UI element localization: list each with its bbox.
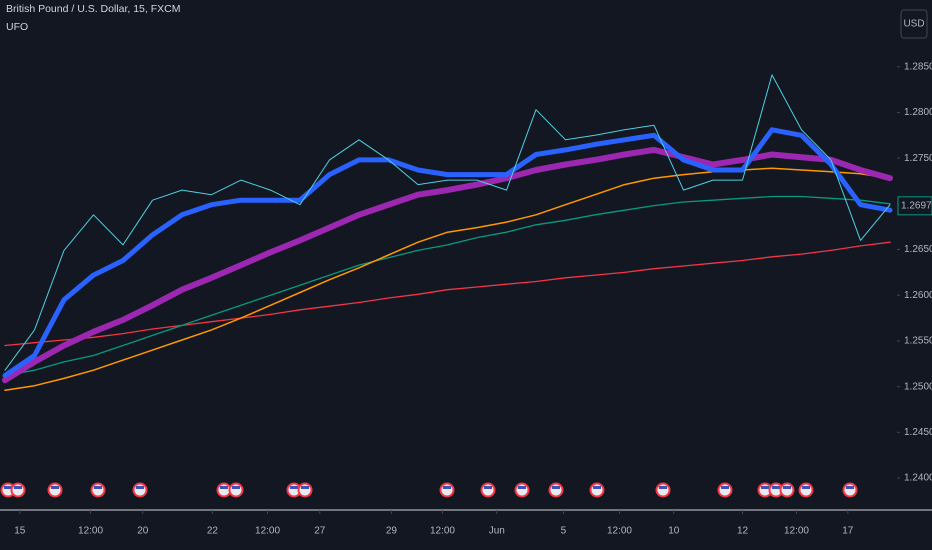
event-flag: [772, 486, 780, 489]
event-icon: [297, 482, 313, 498]
event-icon: [47, 482, 63, 498]
event-flag: [484, 486, 492, 489]
event-markers: [0, 482, 858, 498]
x-tick-label: 12:00: [78, 526, 103, 537]
x-tick-label: Jun: [489, 526, 505, 537]
y-tick-label: 1.28500: [904, 61, 932, 72]
series-line: [4, 241, 891, 347]
event-icon: [480, 482, 496, 498]
y-tick-label: 1.24000: [904, 473, 932, 484]
series-line: [2, 127, 893, 379]
y-tick-label: 1.25000: [904, 381, 932, 392]
event-flag: [94, 486, 102, 489]
event-icon: [10, 482, 26, 498]
series-line: [2, 146, 893, 384]
indicator-name: UFO: [6, 21, 28, 33]
x-tick-label: 10: [668, 526, 680, 537]
event-flag: [232, 486, 240, 489]
x-tick-label: 29: [386, 526, 398, 537]
event-flag: [220, 486, 228, 489]
event-flag: [659, 486, 667, 489]
event-icon: [842, 482, 858, 498]
event-flag: [802, 486, 810, 489]
x-tick-label: 20: [137, 526, 149, 537]
event-flag: [593, 486, 601, 489]
x-tick-label: 17: [842, 526, 854, 537]
event-flag: [4, 486, 12, 489]
x-tick-label: 22: [207, 526, 219, 537]
price-label: 1.26978: [901, 200, 932, 211]
x-tick-label: 12:00: [607, 526, 632, 537]
event-flag: [290, 486, 298, 489]
event-icon: [798, 482, 814, 498]
y-tick-label: 1.26500: [904, 244, 932, 255]
event-icon: [717, 482, 733, 498]
y-tick-label: 1.27500: [904, 153, 932, 164]
y-tick-label: 1.26000: [904, 290, 932, 301]
event-flag: [783, 486, 791, 489]
x-tick-label: 12:00: [784, 526, 809, 537]
x-tick-label: 27: [314, 526, 326, 537]
event-flag: [552, 486, 560, 489]
x-tick-label: 12:00: [430, 526, 455, 537]
currency-button[interactable]: [900, 9, 928, 39]
series-line: [4, 74, 891, 371]
event-icon: [655, 482, 671, 498]
y-tick-label: 1.25500: [904, 336, 932, 347]
series-line: [4, 195, 891, 377]
event-flag: [518, 486, 526, 489]
y-tick-label: 1.24500: [904, 427, 932, 438]
event-flag: [761, 486, 769, 489]
chart-title: British Pound / U.S. Dollar, 15, FXCM: [6, 3, 180, 15]
price-label-box: [897, 196, 932, 216]
x-tick-label: 12:00: [255, 526, 280, 537]
x-tick-label: 12: [737, 526, 749, 537]
event-icon: [548, 482, 564, 498]
event-icon: [132, 482, 148, 498]
event-flag: [721, 486, 729, 489]
y-tick-label: 1.28000: [904, 107, 932, 118]
event-icon: [90, 482, 106, 498]
event-flag: [301, 486, 309, 489]
event-flag: [846, 486, 854, 489]
event-flag: [443, 486, 451, 489]
event-icon: [779, 482, 795, 498]
event-icon: [439, 482, 455, 498]
x-tick-label: 15: [14, 526, 26, 537]
event-flag: [136, 486, 144, 489]
currency-label: USD: [903, 19, 924, 30]
event-flag: [51, 486, 59, 489]
event-icon: [589, 482, 605, 498]
event-icon: [228, 482, 244, 498]
event-icon: [514, 482, 530, 498]
event-flag: [14, 486, 22, 489]
x-tick-label: 5: [561, 526, 567, 537]
